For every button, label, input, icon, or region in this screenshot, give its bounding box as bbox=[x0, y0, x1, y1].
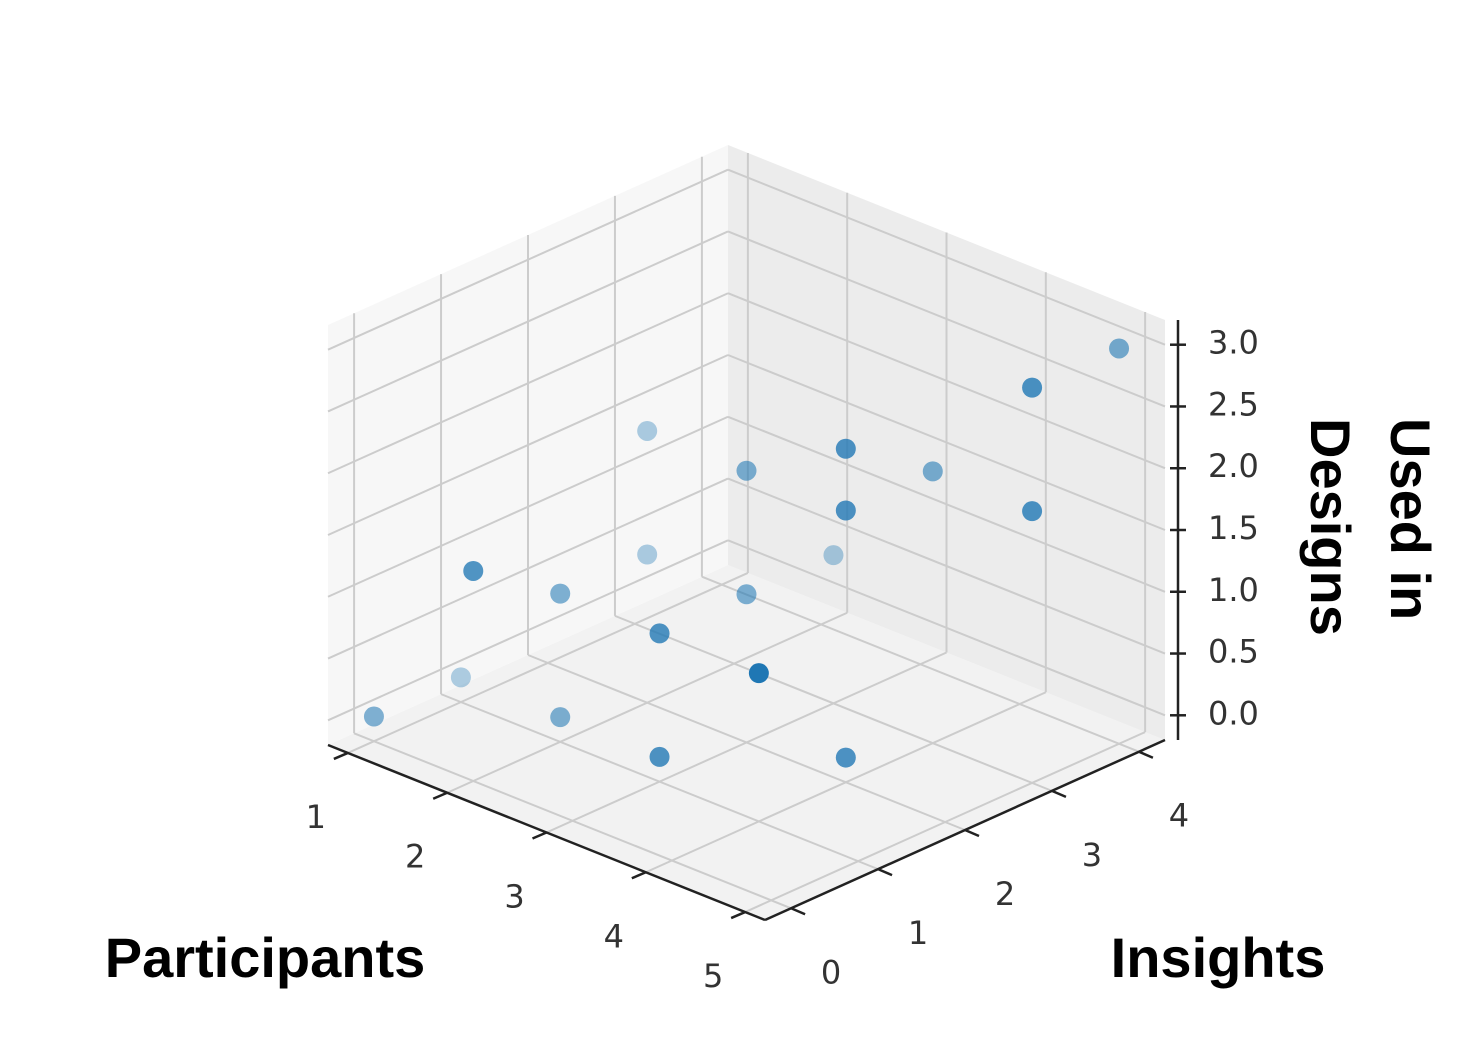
x-tick-label: 4 bbox=[604, 917, 624, 955]
tick-mark bbox=[631, 871, 647, 880]
y-tick-label: 3 bbox=[1082, 836, 1102, 874]
grid-line bbox=[727, 354, 1166, 531]
tick-mark bbox=[1138, 750, 1154, 759]
z-tick-label: 2.0 bbox=[1208, 447, 1259, 485]
z-tick-label: 3.0 bbox=[1208, 324, 1259, 362]
tick-mark bbox=[432, 791, 448, 800]
grid-line bbox=[440, 693, 879, 871]
grid-line bbox=[614, 614, 1053, 792]
z-tick-label: 2.5 bbox=[1208, 385, 1259, 423]
data-point bbox=[835, 500, 856, 521]
grid-line bbox=[727, 415, 1166, 593]
z-tick-label: 1.5 bbox=[1208, 509, 1259, 547]
grid-line bbox=[727, 230, 1166, 408]
data-point bbox=[637, 544, 658, 565]
tick-mark bbox=[877, 867, 893, 877]
data-point bbox=[823, 545, 844, 566]
y-tick-label: 4 bbox=[1169, 797, 1189, 835]
x-tick-label: 3 bbox=[504, 878, 524, 916]
tick-mark bbox=[730, 910, 746, 920]
z-axis-label: Used in Designs bbox=[1299, 418, 1442, 636]
grid-line bbox=[353, 732, 792, 910]
data-point bbox=[649, 746, 670, 767]
grid-line bbox=[727, 539, 1166, 717]
data-point bbox=[363, 706, 384, 727]
grid-line bbox=[327, 539, 729, 722]
grid-line bbox=[327, 415, 729, 598]
tick-mark bbox=[333, 751, 349, 761]
data-point bbox=[835, 438, 856, 459]
data-point bbox=[736, 584, 757, 605]
x-tick-label: 2 bbox=[405, 838, 425, 876]
grid-line bbox=[327, 354, 729, 536]
data-point bbox=[1022, 501, 1043, 522]
grid-line bbox=[701, 575, 1140, 753]
grid-line bbox=[727, 292, 1166, 470]
z-tick-label: 0.0 bbox=[1208, 694, 1259, 732]
data-point bbox=[748, 663, 769, 684]
y-tick-label: 0 bbox=[821, 953, 841, 991]
grid-line bbox=[327, 292, 729, 475]
data-point bbox=[637, 420, 658, 441]
grid-line bbox=[527, 654, 966, 831]
z-tick-label: 0.5 bbox=[1208, 633, 1259, 671]
grid-line bbox=[327, 168, 729, 351]
data-point bbox=[1022, 377, 1043, 398]
x-tick-label: 5 bbox=[703, 957, 723, 995]
data-point bbox=[550, 707, 571, 728]
y-axis-label: Insights bbox=[1111, 926, 1326, 989]
x-tick-label: 1 bbox=[306, 798, 326, 836]
y-tick-label: 2 bbox=[995, 875, 1015, 913]
x-axis-label: Participants bbox=[105, 926, 426, 989]
z-tick-label: 1.0 bbox=[1208, 571, 1259, 609]
data-point bbox=[922, 461, 943, 482]
grid-line bbox=[727, 477, 1166, 655]
data-point bbox=[463, 560, 484, 581]
grid-line bbox=[327, 230, 729, 413]
data-point bbox=[450, 667, 471, 688]
data-point bbox=[1109, 338, 1130, 359]
data-point bbox=[649, 623, 670, 644]
data-point bbox=[736, 460, 757, 481]
data-point bbox=[835, 747, 856, 768]
y-tick-label: 1 bbox=[908, 914, 928, 952]
tick-mark bbox=[790, 907, 806, 916]
grid-line bbox=[727, 168, 1166, 346]
grid-line bbox=[327, 477, 729, 660]
data-point bbox=[550, 583, 571, 604]
tick-mark bbox=[964, 828, 980, 838]
tick-mark bbox=[1051, 789, 1067, 799]
tick-mark bbox=[532, 831, 547, 840]
